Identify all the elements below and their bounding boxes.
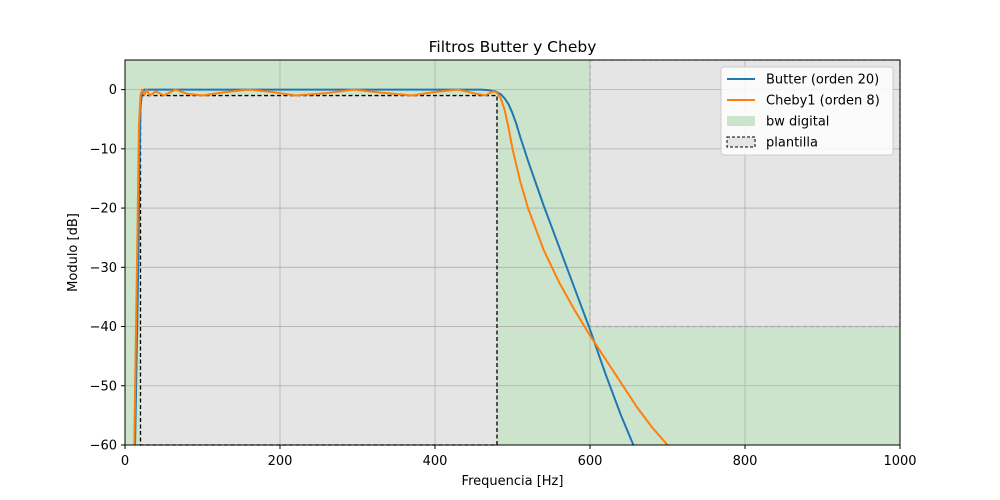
x-tick-label: 800 (733, 454, 758, 469)
series-line-0 (134, 88, 635, 445)
x-tick-label: 600 (578, 454, 603, 469)
legend-box (720, 66, 894, 156)
template-fill-0 (140, 95, 497, 446)
x-tick-label: 0 (121, 454, 129, 469)
x-axis-label: Frequencia [Hz] (462, 474, 564, 489)
legend-swatch-2 (727, 116, 755, 126)
y-tick-label: −50 (90, 379, 117, 394)
legend-label-2: bw digital (766, 115, 829, 130)
legend: Butter (orden 20) Cheby1 (orden 8) bw digi… (720, 66, 894, 156)
y-tick-label: −60 (90, 439, 117, 454)
axes (124, 59, 901, 446)
x-tick-label: 200 (268, 454, 293, 469)
x-tick-label: 400 (423, 454, 448, 469)
y-tick-label: −30 (90, 261, 117, 276)
x-tick-label: 1000 (883, 454, 916, 469)
y-tick-label: −10 (90, 142, 117, 157)
legend-label-3: plantilla (766, 136, 818, 151)
legend-label-1: Cheby1 (orden 8) (766, 94, 880, 109)
y-axis-label: Modulo [dB] (66, 213, 81, 292)
legend-label-0: Butter (orden 20) (766, 73, 879, 88)
series-lines (133, 88, 669, 445)
legend-swatch-3 (726, 136, 756, 148)
series-line-1 (133, 88, 669, 445)
axes-frame (124, 59, 901, 446)
tick-labels: 0 200 400 600 800 1000 0 −10 −20 −30 −40 −50 −60 (90, 83, 917, 469)
y-tick-label: −40 (90, 320, 117, 335)
y-tick-label: 0 (109, 83, 117, 98)
chart-title: Filtros Butter y Cheby (429, 38, 597, 56)
y-tick-label: −20 (90, 202, 117, 217)
